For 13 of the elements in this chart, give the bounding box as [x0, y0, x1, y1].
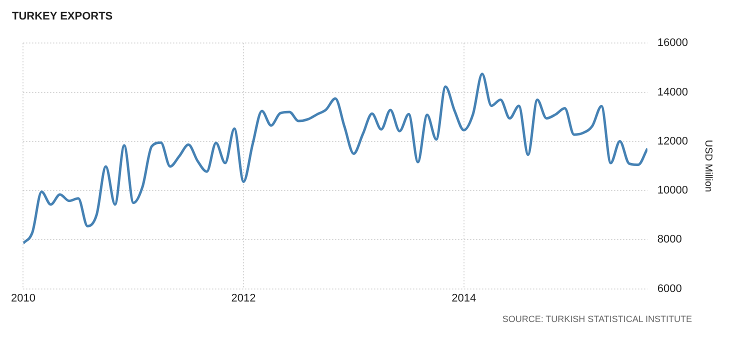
- line-series: [23, 72, 648, 245]
- x-tick-label: 2010: [10, 292, 36, 304]
- y-tick-label: 6000: [657, 282, 682, 295]
- y-tick-label: 16000: [657, 37, 688, 50]
- y-tick-label: 12000: [657, 135, 688, 148]
- chart-title: TURKEY EXPORTS: [12, 10, 113, 23]
- y-tick-label: 10000: [657, 184, 688, 197]
- source-note: SOURCE: TURKISH STATISTICAL INSTITUTE: [501, 314, 693, 324]
- y-tick-label: 14000: [657, 86, 688, 98]
- x-tick-label: 2012: [231, 292, 256, 304]
- x-tick-label: 2014: [452, 292, 476, 304]
- y-tick-label: 8000: [657, 234, 682, 246]
- y-axis-title: USD Million: [702, 140, 714, 192]
